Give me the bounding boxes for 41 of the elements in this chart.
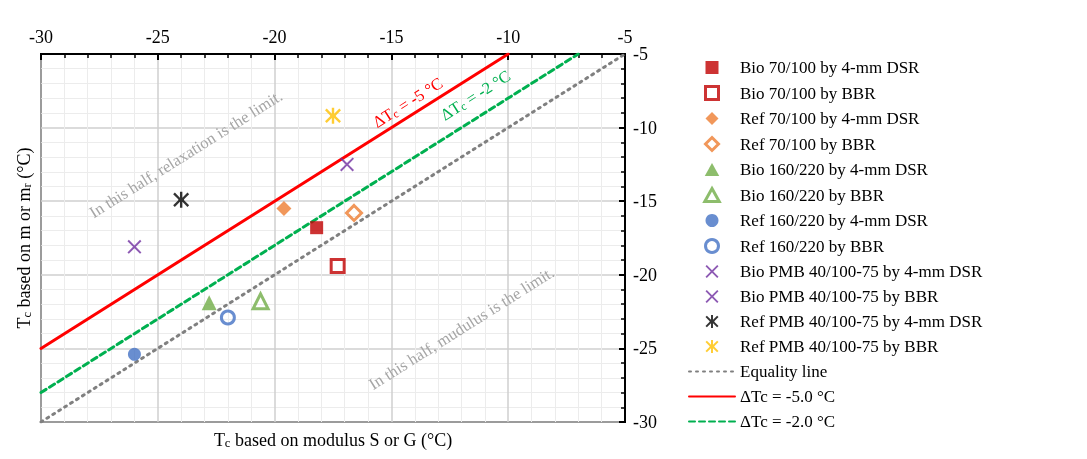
point [325, 107, 341, 124]
point [340, 157, 355, 172]
point [127, 347, 141, 361]
point [127, 239, 142, 254]
x-axis-title: Tc based on modulus S or G (°C) [213, 429, 453, 451]
y-tick-label: -15 [633, 191, 657, 212]
x-tick-label: -10 [496, 27, 521, 47]
point [201, 295, 217, 311]
y-tick-label: -25 [633, 338, 657, 359]
legend-label: Bio 160/220 by 4-mm DSR [740, 160, 929, 179]
y-axis-title: Tc based on m or mr (°C) [14, 147, 35, 329]
y-tick-label: -30 [633, 412, 657, 432]
point [345, 203, 364, 222]
legend-label: Ref 160/220 by 4-mm DSR [740, 211, 929, 230]
point [173, 191, 190, 208]
legend-label: Ref 160/220 by BBR [740, 236, 885, 256]
legend-label: Ref PMB 40/100-75 by 4-mm DSR [740, 312, 983, 331]
x-tick-label: -5 [617, 27, 633, 47]
point [219, 309, 236, 326]
x-tick-label: -30 [29, 27, 53, 47]
point [276, 201, 292, 217]
legend-label: Bio PMB 40/100-75 by BBR [740, 287, 940, 306]
point [310, 221, 324, 235]
point [251, 292, 270, 311]
y-tick-label: -5 [633, 44, 648, 64]
x-tick-label: -25 [145, 27, 170, 47]
legend-label: Ref PMB 40/100-75 by BBR [740, 337, 940, 356]
legend-label: Ref 70/100 by 4-mm DSR [740, 109, 921, 128]
y-tick-label: -10 [633, 117, 657, 138]
legend-label: Ref 70/100 by BBR [740, 134, 877, 154]
y-tick-label: -20 [633, 264, 657, 285]
legend-label: Equality line [740, 362, 828, 381]
legend-label: Bio 160/220 by BBR [740, 185, 885, 205]
legend-label: Bio 70/100 by 4-mm DSR [740, 58, 921, 77]
legend-label: Bio 70/100 by BBR [740, 83, 877, 103]
x-tick-label: -20 [262, 27, 287, 47]
legend-label: Bio PMB 40/100-75 by 4-mm DSR [740, 262, 983, 281]
point [329, 257, 346, 274]
x-tick-label: -15 [379, 27, 404, 47]
legend-label: ΔTc = -5.0 °C [740, 387, 836, 406]
legend-label: ΔTc = -2.0 °C [740, 412, 836, 431]
